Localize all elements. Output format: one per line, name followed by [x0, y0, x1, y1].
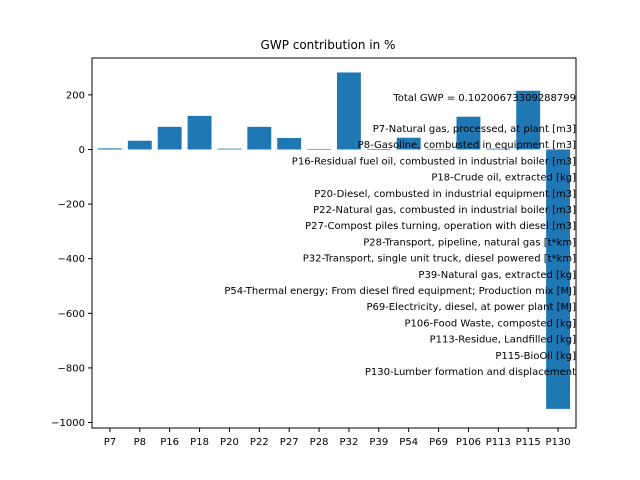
y-tick-label: 200 — [66, 90, 85, 101]
y-tick-label: −400 — [58, 254, 85, 265]
bar-p69 — [426, 148, 451, 150]
bar-p39 — [366, 149, 391, 150]
process-legend-line: P22-Natural gas, combusted in industrial… — [313, 205, 576, 216]
process-legend-line: P106-Food Waste, composted [kg] — [405, 318, 577, 329]
total-gwp-annotation: Total GWP = 0.102006733092887​99 — [392, 93, 576, 104]
process-legend-line: P113-Residue, Landfilled [kg] — [430, 335, 577, 346]
bar-p113 — [486, 148, 511, 150]
bar-p32 — [336, 72, 361, 150]
process-legend-line: P130-Lumber formation and displacement — [365, 367, 576, 378]
process-legend-lines: P7-Natural gas, processed, at plant [m3]… — [224, 124, 576, 378]
bar-p28 — [307, 148, 332, 150]
bar-p27 — [277, 138, 302, 150]
x-tick-label: P32 — [340, 437, 359, 448]
y-tick-label: 0 — [79, 145, 85, 156]
bar-p106 — [456, 116, 481, 150]
chart-title: GWP contribution in % — [261, 38, 396, 52]
bar-series — [97, 72, 571, 409]
y-axis-ticks: −1000 −800 −600 −400 −200 0 200 — [51, 90, 92, 429]
x-tick-label: P18 — [190, 437, 209, 448]
process-legend-line: P39-Natural gas, extracted [kg] — [418, 270, 576, 281]
x-tick-label: P115 — [516, 437, 541, 448]
bar-p18 — [187, 115, 212, 150]
x-tick-label: P16 — [160, 437, 179, 448]
process-legend-line: P54-Thermal energy; From diesel fired eq… — [224, 286, 576, 297]
x-tick-label: P8 — [134, 437, 146, 448]
process-legend-line: P32-Transport, single unit truck, diesel… — [303, 254, 576, 265]
y-tick-label: −200 — [58, 200, 85, 211]
bar-p115 — [516, 90, 541, 150]
process-legend-line: P115-BioOil [kg] — [495, 351, 576, 362]
x-tick-label: P54 — [399, 437, 418, 448]
x-tick-label: P106 — [456, 437, 481, 448]
bar-p20 — [217, 148, 242, 150]
bar-p7 — [97, 148, 122, 150]
process-legend-line: P27-Compost piles turning, operation wit… — [305, 221, 576, 232]
x-tick-label: P130 — [546, 437, 571, 448]
process-legend-line: P69-Electricity, diesel, at power plant … — [366, 302, 576, 313]
x-tick-label: P69 — [429, 437, 448, 448]
y-tick-label: −1000 — [51, 418, 85, 429]
x-tick-label: P22 — [250, 437, 269, 448]
x-tick-label: P27 — [280, 437, 299, 448]
process-legend-line: P18-Crude oil, extracted [kg] — [431, 173, 576, 184]
bar-p16 — [157, 126, 182, 150]
bar-p22 — [247, 126, 272, 150]
x-tick-label: P20 — [220, 437, 239, 448]
x-axis-ticks: P7 P8 P16 P18 P20 P22 P27 P28 P32 P39 P54 P69 P106 P1… — [104, 428, 571, 448]
plot-frame — [91, 57, 577, 429]
process-legend-line: P28-Transport, pipeline, natural gas [t*… — [363, 237, 576, 248]
bar-p54 — [396, 137, 421, 150]
bar-p130 — [546, 149, 571, 409]
process-legend-line: P16-Residual fuel oil, combusted in indu… — [292, 156, 576, 167]
process-legend-line: P20-Diesel, combusted in industrial equi… — [314, 189, 576, 200]
x-tick-label: P113 — [486, 437, 511, 448]
y-tick-label: −800 — [58, 363, 85, 374]
annotations: Total GWP = 0.102006733092887​99 P7-Natu… — [224, 93, 576, 378]
x-tick-label: P39 — [369, 437, 388, 448]
axes — [91, 57, 577, 429]
bar-p8 — [127, 140, 152, 150]
x-tick-label: P28 — [310, 437, 329, 448]
process-legend-line: P8-Gasoline, combusted in equipment [m3] — [358, 140, 576, 151]
x-tick-label: P7 — [104, 437, 116, 448]
process-legend-line: P7-Natural gas, processed, at plant [m3] — [373, 124, 576, 135]
y-tick-label: −600 — [58, 309, 85, 320]
